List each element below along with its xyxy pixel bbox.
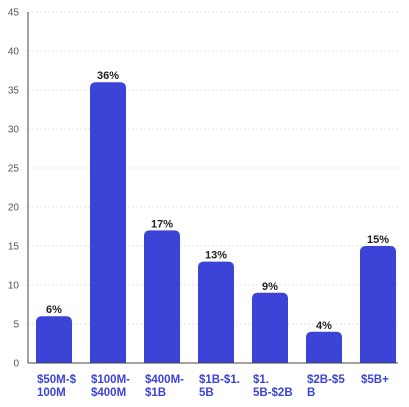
category-label-line: 5B-$2B [253, 387, 293, 399]
data-label: 4% [316, 320, 332, 332]
x-axis-categories: $50M-$ 100M$100M-$400M$400M-$1B$1B-$1. 5B$… [37, 374, 389, 399]
bar [306, 331, 342, 363]
category-label-line: $2B-$5 [307, 374, 345, 386]
category-label: $100M-$400M [91, 374, 130, 399]
category-label-line: $400M- [145, 374, 184, 386]
data-label: 9% [262, 281, 278, 293]
y-tick-label: 40 [8, 47, 20, 58]
y-tick-label: 25 [8, 164, 20, 175]
y-axis-ticks: 0 5 10 15 20 25 30 35 40 45 [8, 8, 20, 370]
category-label: $400M-$1B [145, 374, 184, 399]
category-label: $5B+ [361, 374, 389, 386]
y-tick-label: 45 [8, 8, 20, 19]
category-label-line: 100M [37, 387, 66, 399]
bar [198, 261, 234, 363]
data-label: 36% [97, 70, 119, 82]
category-label-line: $50M-$ [37, 374, 77, 386]
category-label-line: $100M- [91, 374, 130, 386]
y-tick-label: 35 [8, 86, 20, 97]
data-label: 15% [367, 234, 389, 246]
y-tick-label: 15 [8, 242, 20, 253]
category-label-line: $1B [145, 387, 166, 399]
bars [36, 82, 396, 363]
bar [252, 292, 288, 363]
category-label: $2B-$5 B [307, 374, 345, 399]
category-label: $1. 5B-$2B [253, 374, 293, 399]
category-label: $50M-$ 100M [37, 374, 77, 399]
category-label-line: $5B+ [361, 374, 389, 386]
data-label: 6% [46, 304, 62, 316]
category-label-line: $400M [91, 387, 126, 399]
data-labels: 6% 36% 17% 13% 9% 4% 15% [46, 70, 389, 332]
bar [90, 82, 126, 363]
bar [360, 246, 396, 363]
y-tick-label: 30 [8, 125, 20, 136]
grid-lines [28, 11, 398, 325]
y-tick-label: 10 [8, 281, 20, 292]
y-tick-label: 0 [13, 359, 19, 370]
category-label-line: 5B [199, 387, 214, 399]
category-label: $1B-$1. 5B [199, 374, 240, 399]
data-label: 17% [151, 218, 173, 230]
y-tick-label: 20 [8, 203, 20, 214]
data-label: 13% [205, 250, 227, 262]
category-label-line: $1B-$1. [199, 374, 240, 386]
category-label-line: $1. [253, 374, 269, 386]
bar [36, 316, 72, 363]
y-tick-label: 5 [13, 320, 19, 331]
category-label-line: B [307, 387, 315, 399]
bar [144, 230, 180, 363]
